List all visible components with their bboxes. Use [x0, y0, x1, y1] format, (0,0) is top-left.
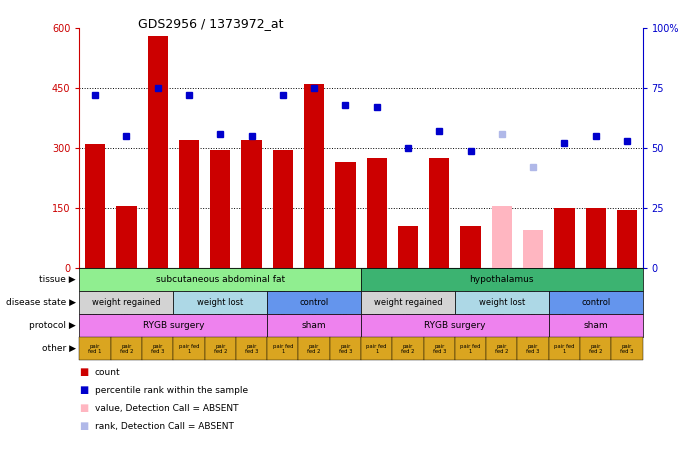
- Bar: [460, 226, 481, 268]
- Text: RYGB surgery: RYGB surgery: [424, 321, 486, 330]
- Bar: [116, 206, 137, 268]
- Text: sham: sham: [302, 321, 326, 330]
- Text: pair
fed 3: pair fed 3: [433, 344, 446, 354]
- Text: pair fed
1: pair fed 1: [460, 344, 481, 354]
- Bar: [398, 226, 418, 268]
- Bar: [585, 208, 606, 268]
- Text: pair
fed 2: pair fed 2: [589, 344, 603, 354]
- Text: pair
fed 3: pair fed 3: [527, 344, 540, 354]
- Text: weight regained: weight regained: [374, 298, 442, 307]
- Text: pair fed
1: pair fed 1: [179, 344, 199, 354]
- Text: weight regained: weight regained: [92, 298, 161, 307]
- Text: disease state ▶: disease state ▶: [6, 298, 76, 307]
- Text: ■: ■: [79, 367, 88, 377]
- Text: pair
fed 2: pair fed 2: [307, 344, 321, 354]
- Text: pair
fed 3: pair fed 3: [339, 344, 352, 354]
- Bar: [273, 150, 293, 268]
- Bar: [617, 210, 637, 268]
- Text: ■: ■: [79, 403, 88, 413]
- Bar: [85, 144, 105, 268]
- Text: value, Detection Call = ABSENT: value, Detection Call = ABSENT: [95, 404, 238, 412]
- Bar: [304, 84, 324, 268]
- Text: RYGB surgery: RYGB surgery: [142, 321, 204, 330]
- Bar: [523, 230, 543, 268]
- Text: rank, Detection Call = ABSENT: rank, Detection Call = ABSENT: [95, 422, 234, 430]
- Text: weight lost: weight lost: [197, 298, 243, 307]
- Text: pair
fed 2: pair fed 2: [495, 344, 509, 354]
- Bar: [179, 140, 199, 268]
- Text: subcutaneous abdominal fat: subcutaneous abdominal fat: [155, 275, 285, 283]
- Text: percentile rank within the sample: percentile rank within the sample: [95, 386, 248, 394]
- Text: tissue ▶: tissue ▶: [39, 275, 76, 283]
- Text: pair
fed 2: pair fed 2: [214, 344, 227, 354]
- Text: control: control: [581, 298, 610, 307]
- Text: pair fed
1: pair fed 1: [272, 344, 293, 354]
- Text: hypothalamus: hypothalamus: [470, 275, 534, 283]
- Text: pair
fed 2: pair fed 2: [401, 344, 415, 354]
- Text: pair fed
1: pair fed 1: [366, 344, 387, 354]
- Text: pair
fed 3: pair fed 3: [151, 344, 164, 354]
- Text: other ▶: other ▶: [42, 345, 76, 353]
- Text: count: count: [95, 368, 120, 376]
- Bar: [429, 158, 449, 268]
- Text: pair fed
1: pair fed 1: [554, 344, 575, 354]
- Text: pair
fed 3: pair fed 3: [621, 344, 634, 354]
- Text: ■: ■: [79, 385, 88, 395]
- Bar: [335, 162, 356, 268]
- Text: control: control: [299, 298, 329, 307]
- Bar: [366, 158, 387, 268]
- Text: pair
fed 2: pair fed 2: [120, 344, 133, 354]
- Text: ■: ■: [79, 421, 88, 431]
- Bar: [147, 36, 168, 268]
- Bar: [210, 150, 230, 268]
- Bar: [554, 208, 575, 268]
- Bar: [241, 140, 262, 268]
- Text: pair
fed 3: pair fed 3: [245, 344, 258, 354]
- Text: GDS2956 / 1373972_at: GDS2956 / 1373972_at: [138, 17, 284, 29]
- Text: weight lost: weight lost: [479, 298, 525, 307]
- Text: protocol ▶: protocol ▶: [29, 321, 76, 330]
- Text: pair
fed 1: pair fed 1: [88, 344, 102, 354]
- Bar: [492, 206, 512, 268]
- Text: sham: sham: [583, 321, 608, 330]
